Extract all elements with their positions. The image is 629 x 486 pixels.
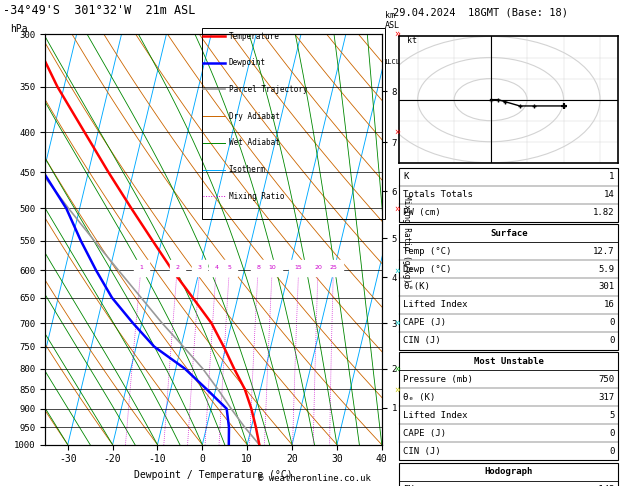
- Text: 25: 25: [330, 265, 337, 270]
- Text: 20: 20: [314, 265, 322, 270]
- Text: CIN (J): CIN (J): [403, 336, 441, 346]
- Text: km
ASL: km ASL: [385, 11, 400, 30]
- Text: Surface: Surface: [490, 228, 528, 238]
- Text: 12.7: 12.7: [593, 246, 615, 256]
- Text: Most Unstable: Most Unstable: [474, 357, 544, 366]
- Text: 2: 2: [175, 265, 179, 270]
- Text: CAPE (J): CAPE (J): [403, 429, 446, 438]
- Text: Lifted Index: Lifted Index: [403, 411, 468, 420]
- Text: 301: 301: [598, 282, 615, 292]
- Text: 5: 5: [609, 411, 615, 420]
- Bar: [202, 28, 385, 219]
- Text: »: »: [394, 384, 400, 394]
- X-axis label: Dewpoint / Temperature (°C): Dewpoint / Temperature (°C): [134, 470, 293, 480]
- Text: Hodograph: Hodograph: [485, 467, 533, 476]
- Text: 29.04.2024  18GMT (Base: 18): 29.04.2024 18GMT (Base: 18): [393, 7, 568, 17]
- Text: 5: 5: [228, 265, 231, 270]
- Text: θₑ(K): θₑ(K): [403, 282, 430, 292]
- Text: »: »: [394, 203, 400, 213]
- Text: K: K: [403, 172, 409, 181]
- Text: hPa: hPa: [10, 24, 28, 34]
- Text: PW (cm): PW (cm): [403, 208, 441, 217]
- Text: Lifted Index: Lifted Index: [403, 300, 468, 310]
- Text: © weatheronline.co.uk: © weatheronline.co.uk: [258, 474, 371, 483]
- Text: Dewp (°C): Dewp (°C): [403, 264, 452, 274]
- Text: Parcel Trajectory: Parcel Trajectory: [229, 85, 308, 94]
- Text: »: »: [394, 318, 400, 328]
- Text: CIN (J): CIN (J): [403, 447, 441, 456]
- Text: 1: 1: [609, 172, 615, 181]
- Text: CAPE (J): CAPE (J): [403, 318, 446, 328]
- Text: Temp (°C): Temp (°C): [403, 246, 452, 256]
- Text: »: »: [394, 364, 400, 374]
- Text: Totals Totals: Totals Totals: [403, 190, 473, 199]
- Text: 317: 317: [598, 393, 615, 402]
- Text: 0: 0: [609, 429, 615, 438]
- Text: Temperature: Temperature: [229, 32, 279, 40]
- Text: -142: -142: [593, 485, 615, 486]
- Text: 1: 1: [139, 265, 143, 270]
- Text: 4: 4: [214, 265, 218, 270]
- Text: 1LCL: 1LCL: [384, 59, 401, 66]
- Text: 10: 10: [269, 265, 276, 270]
- Text: EH: EH: [403, 485, 414, 486]
- Text: 1.82: 1.82: [593, 208, 615, 217]
- Text: »: »: [394, 265, 400, 276]
- Y-axis label: Mixing Ratio (g/kg): Mixing Ratio (g/kg): [402, 195, 411, 283]
- Text: »: »: [394, 29, 400, 39]
- Text: Dry Adiabat: Dry Adiabat: [229, 112, 279, 121]
- Text: θₑ (K): θₑ (K): [403, 393, 435, 402]
- Text: Pressure (mb): Pressure (mb): [403, 375, 473, 384]
- Text: 750: 750: [598, 375, 615, 384]
- Text: 16: 16: [604, 300, 615, 310]
- Text: 3: 3: [198, 265, 202, 270]
- Text: kt: kt: [407, 36, 416, 45]
- Text: Dewpoint: Dewpoint: [229, 58, 265, 67]
- Text: 0: 0: [609, 336, 615, 346]
- Text: -34°49'S  301°32'W  21m ASL: -34°49'S 301°32'W 21m ASL: [3, 4, 196, 17]
- Text: Mixing Ratio: Mixing Ratio: [229, 192, 284, 201]
- Text: 0: 0: [609, 447, 615, 456]
- Text: 14: 14: [604, 190, 615, 199]
- Text: 0: 0: [609, 318, 615, 328]
- Text: 15: 15: [295, 265, 303, 270]
- Text: Wet Adiabat: Wet Adiabat: [229, 139, 279, 147]
- Text: 8: 8: [256, 265, 260, 270]
- Text: 5.9: 5.9: [598, 264, 615, 274]
- Text: »: »: [394, 127, 400, 137]
- Text: Isotherm: Isotherm: [229, 165, 265, 174]
